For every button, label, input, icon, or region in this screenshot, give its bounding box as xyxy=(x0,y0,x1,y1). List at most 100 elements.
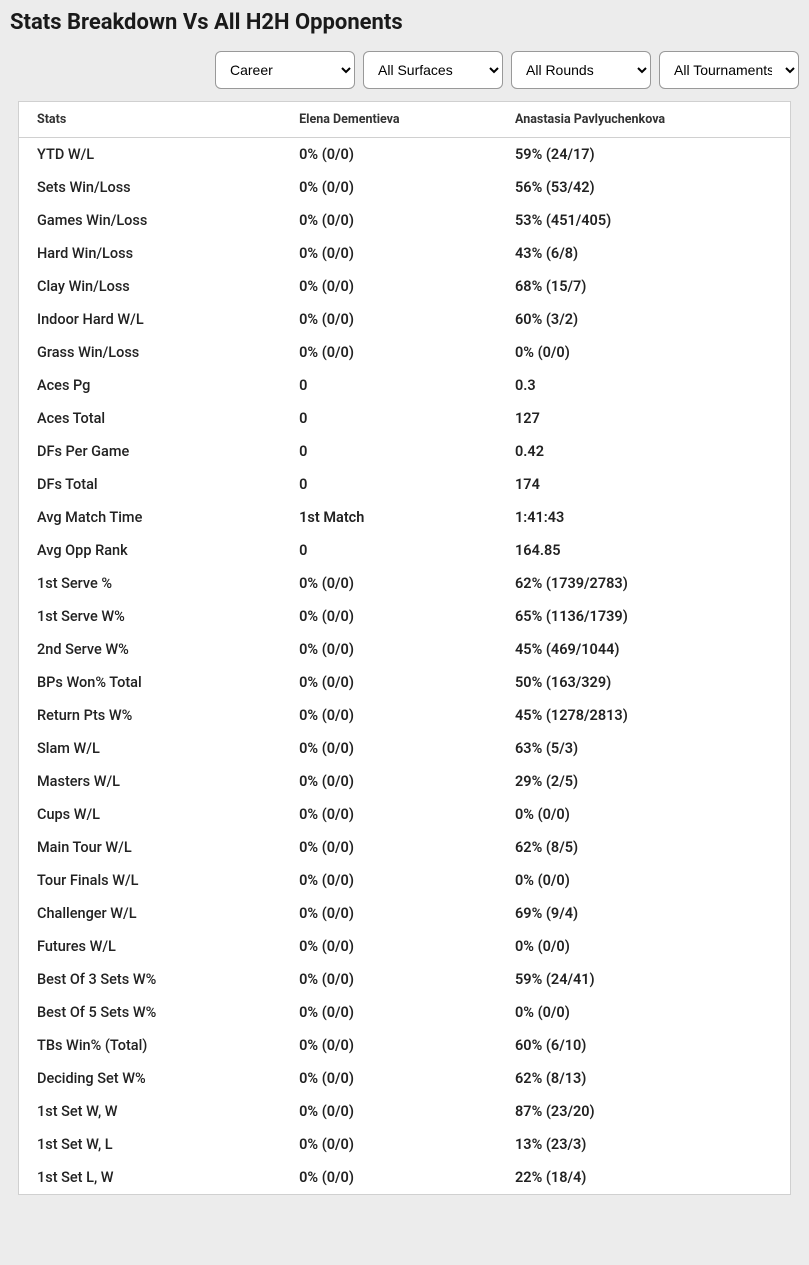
stat-label: Main Tour W/L xyxy=(19,831,281,864)
player1-value: 1st Match xyxy=(281,501,497,534)
table-row: Tour Finals W/L0% (0/0)0% (0/0) xyxy=(19,864,790,897)
player1-value: 0% (0/0) xyxy=(281,1095,497,1128)
player1-value: 0% (0/0) xyxy=(281,732,497,765)
player2-value: 87% (23/20) xyxy=(497,1095,790,1128)
player2-value: 174 xyxy=(497,468,790,501)
stat-label: Tour Finals W/L xyxy=(19,864,281,897)
table-row: Masters W/L0% (0/0)29% (2/5) xyxy=(19,765,790,798)
stat-label: 1st Serve % xyxy=(19,567,281,600)
tournaments-select[interactable]: All Tournaments xyxy=(659,51,799,89)
surface-select[interactable]: All Surfaces xyxy=(363,51,503,89)
table-row: Best Of 5 Sets W%0% (0/0)0% (0/0) xyxy=(19,996,790,1029)
stat-label: BPs Won% Total xyxy=(19,666,281,699)
player2-value: 59% (24/17) xyxy=(497,138,790,172)
player2-value: 0.42 xyxy=(497,435,790,468)
player1-value: 0% (0/0) xyxy=(281,666,497,699)
player1-value: 0 xyxy=(281,534,497,567)
table-row: Challenger W/L0% (0/0)69% (9/4) xyxy=(19,897,790,930)
stat-label: DFs Total xyxy=(19,468,281,501)
table-row: Indoor Hard W/L0% (0/0)60% (3/2) xyxy=(19,303,790,336)
player1-value: 0% (0/0) xyxy=(281,930,497,963)
stat-label: Aces Total xyxy=(19,402,281,435)
player1-value: 0% (0/0) xyxy=(281,798,497,831)
stat-label: Avg Opp Rank xyxy=(19,534,281,567)
table-row: Best Of 3 Sets W%0% (0/0)59% (24/41) xyxy=(19,963,790,996)
player2-value: 13% (23/3) xyxy=(497,1128,790,1161)
stat-label: 1st Set W, L xyxy=(19,1128,281,1161)
table-row: 2nd Serve W%0% (0/0)45% (469/1044) xyxy=(19,633,790,666)
stat-label: 2nd Serve W% xyxy=(19,633,281,666)
player2-value: 60% (6/10) xyxy=(497,1029,790,1062)
header-player1: Elena Dementieva xyxy=(281,102,497,138)
player2-value: 68% (15/7) xyxy=(497,270,790,303)
table-row: Avg Match Time1st Match1:41:43 xyxy=(19,501,790,534)
table-row: 1st Set L, W0% (0/0)22% (18/4) xyxy=(19,1161,790,1194)
player1-value: 0% (0/0) xyxy=(281,237,497,270)
stats-table: Stats Elena Dementieva Anastasia Pavlyuc… xyxy=(19,102,790,1194)
page-title: Stats Breakdown Vs All H2H Opponents xyxy=(0,0,809,51)
player1-value: 0% (0/0) xyxy=(281,336,497,369)
table-row: Hard Win/Loss0% (0/0)43% (6/8) xyxy=(19,237,790,270)
stat-label: Masters W/L xyxy=(19,765,281,798)
player1-value: 0% (0/0) xyxy=(281,963,497,996)
player1-value: 0% (0/0) xyxy=(281,765,497,798)
stat-label: YTD W/L xyxy=(19,138,281,172)
period-select[interactable]: Career xyxy=(215,51,355,89)
player2-value: 50% (163/329) xyxy=(497,666,790,699)
stat-label: Deciding Set W% xyxy=(19,1062,281,1095)
player2-value: 0% (0/0) xyxy=(497,996,790,1029)
stat-label: Aces Pg xyxy=(19,369,281,402)
rounds-select[interactable]: All Rounds xyxy=(511,51,651,89)
player1-value: 0% (0/0) xyxy=(281,270,497,303)
stats-table-container: Stats Elena Dementieva Anastasia Pavlyuc… xyxy=(18,101,791,1195)
stat-label: Clay Win/Loss xyxy=(19,270,281,303)
player1-value: 0% (0/0) xyxy=(281,897,497,930)
stat-label: Sets Win/Loss xyxy=(19,171,281,204)
player2-value: 1:41:43 xyxy=(497,501,790,534)
stat-label: Avg Match Time xyxy=(19,501,281,534)
player2-value: 45% (1278/2813) xyxy=(497,699,790,732)
table-row: Main Tour W/L0% (0/0)62% (8/5) xyxy=(19,831,790,864)
stat-label: 1st Set W, W xyxy=(19,1095,281,1128)
table-row: YTD W/L0% (0/0)59% (24/17) xyxy=(19,138,790,172)
stat-label: Cups W/L xyxy=(19,798,281,831)
player2-value: 56% (53/42) xyxy=(497,171,790,204)
table-row: Aces Pg00.3 xyxy=(19,369,790,402)
header-player2: Anastasia Pavlyuchenkova xyxy=(497,102,790,138)
player1-value: 0% (0/0) xyxy=(281,633,497,666)
player2-value: 0% (0/0) xyxy=(497,930,790,963)
player2-value: 69% (9/4) xyxy=(497,897,790,930)
player2-value: 63% (5/3) xyxy=(497,732,790,765)
table-row: Return Pts W%0% (0/0)45% (1278/2813) xyxy=(19,699,790,732)
player1-value: 0% (0/0) xyxy=(281,831,497,864)
stat-label: Hard Win/Loss xyxy=(19,237,281,270)
table-row: 1st Serve %0% (0/0)62% (1739/2783) xyxy=(19,567,790,600)
player1-value: 0 xyxy=(281,468,497,501)
player2-value: 29% (2/5) xyxy=(497,765,790,798)
player1-value: 0% (0/0) xyxy=(281,699,497,732)
stat-label: Best Of 5 Sets W% xyxy=(19,996,281,1029)
player1-value: 0% (0/0) xyxy=(281,171,497,204)
player2-value: 59% (24/41) xyxy=(497,963,790,996)
stat-label: 1st Set L, W xyxy=(19,1161,281,1194)
player1-value: 0 xyxy=(281,402,497,435)
player2-value: 127 xyxy=(497,402,790,435)
stat-label: TBs Win% (Total) xyxy=(19,1029,281,1062)
player2-value: 45% (469/1044) xyxy=(497,633,790,666)
table-row: Cups W/L0% (0/0)0% (0/0) xyxy=(19,798,790,831)
player2-value: 0% (0/0) xyxy=(497,798,790,831)
table-row: DFs Per Game00.42 xyxy=(19,435,790,468)
stat-label: Challenger W/L xyxy=(19,897,281,930)
table-row: 1st Set W, W0% (0/0)87% (23/20) xyxy=(19,1095,790,1128)
stat-label: Games Win/Loss xyxy=(19,204,281,237)
player1-value: 0% (0/0) xyxy=(281,1029,497,1062)
player1-value: 0% (0/0) xyxy=(281,1062,497,1095)
table-row: Sets Win/Loss0% (0/0)56% (53/42) xyxy=(19,171,790,204)
player1-value: 0% (0/0) xyxy=(281,138,497,172)
stat-label: DFs Per Game xyxy=(19,435,281,468)
player2-value: 60% (3/2) xyxy=(497,303,790,336)
filters-bar: Career All Surfaces All Rounds All Tourn… xyxy=(0,51,809,101)
table-row: DFs Total0174 xyxy=(19,468,790,501)
player2-value: 43% (6/8) xyxy=(497,237,790,270)
player2-value: 22% (18/4) xyxy=(497,1161,790,1194)
